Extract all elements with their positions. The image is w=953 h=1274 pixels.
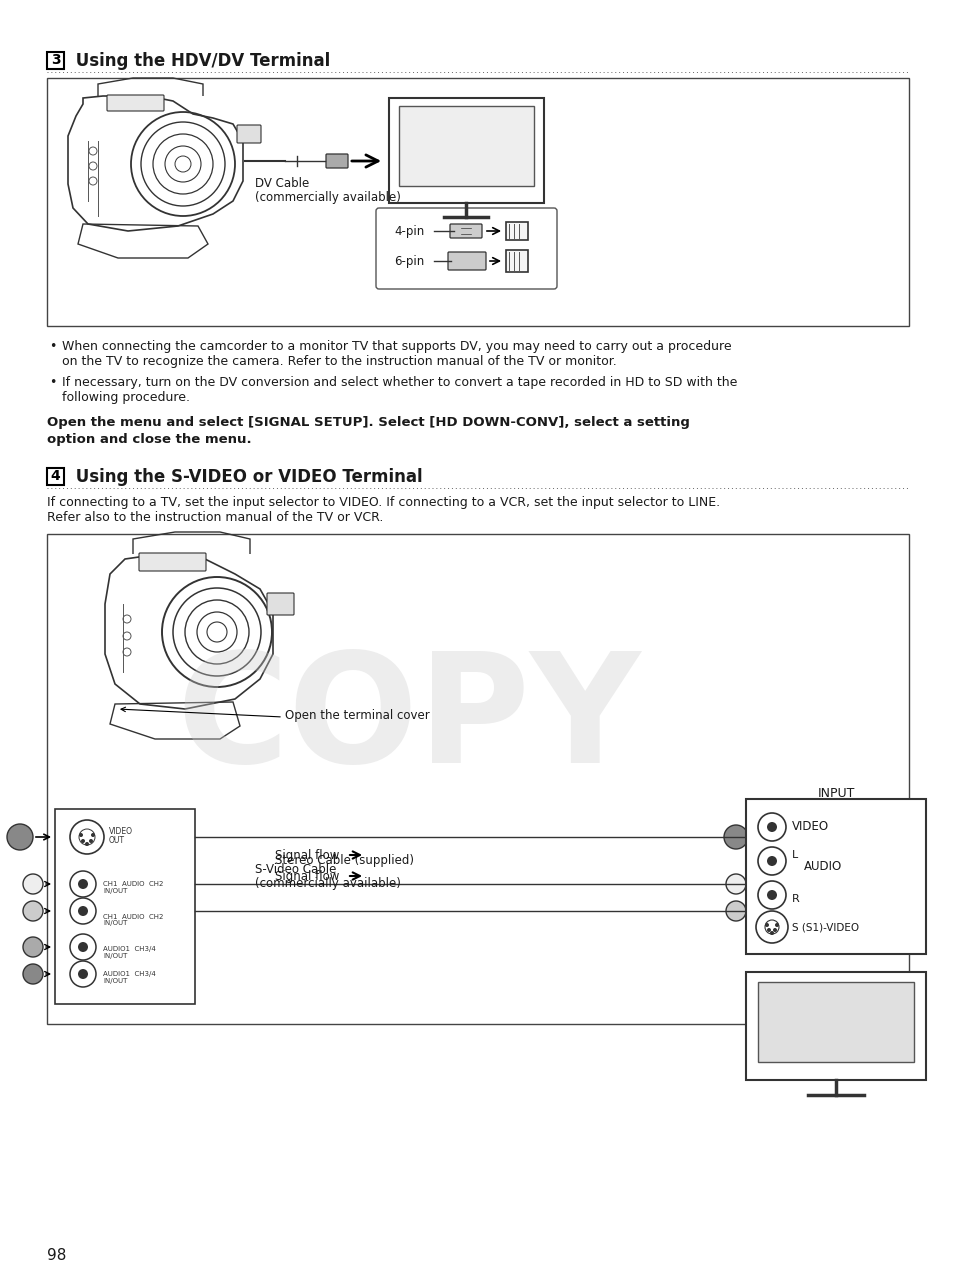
FancyBboxPatch shape (389, 98, 543, 203)
Circle shape (23, 964, 43, 984)
Text: AUDIO1  CH3/4: AUDIO1 CH3/4 (103, 971, 155, 977)
Circle shape (774, 922, 779, 927)
Text: DV Cable: DV Cable (254, 177, 309, 190)
FancyBboxPatch shape (745, 972, 925, 1080)
Circle shape (7, 824, 33, 850)
Text: COPY: COPY (176, 646, 640, 795)
Circle shape (23, 936, 43, 957)
FancyBboxPatch shape (758, 982, 913, 1063)
Text: 3: 3 (51, 54, 60, 68)
Text: (commercially available): (commercially available) (254, 191, 400, 204)
Text: on the TV to recognize the camera. Refer to the instruction manual of the TV or : on the TV to recognize the camera. Refer… (62, 355, 616, 368)
Text: option and close the menu.: option and close the menu. (47, 433, 252, 446)
Text: IN/OUT: IN/OUT (103, 920, 128, 926)
Text: •: • (49, 340, 56, 353)
FancyBboxPatch shape (47, 78, 908, 326)
Circle shape (766, 822, 776, 832)
Circle shape (79, 833, 83, 837)
Text: (commercially available): (commercially available) (254, 877, 400, 891)
Text: Using the HDV/DV Terminal: Using the HDV/DV Terminal (70, 51, 330, 70)
Text: Using the S-VIDEO or VIDEO Terminal: Using the S-VIDEO or VIDEO Terminal (70, 468, 422, 485)
Circle shape (772, 927, 776, 933)
FancyBboxPatch shape (745, 799, 925, 954)
FancyBboxPatch shape (505, 250, 527, 273)
Text: If connecting to a TV, set the input selector to VIDEO. If connecting to a VCR, : If connecting to a TV, set the input sel… (47, 496, 720, 510)
Circle shape (78, 906, 88, 916)
Text: IN/OUT: IN/OUT (103, 888, 128, 894)
Text: •: • (49, 376, 56, 389)
Circle shape (725, 874, 745, 894)
Text: AUDIO: AUDIO (803, 860, 841, 874)
Text: VIDEO: VIDEO (109, 827, 132, 836)
Text: If necessary, turn on the DV conversion and select whether to convert a tape rec: If necessary, turn on the DV conversion … (62, 376, 737, 389)
Text: R: R (791, 894, 799, 905)
Circle shape (85, 842, 89, 846)
Circle shape (23, 901, 43, 921)
Text: S-Video Cable: S-Video Cable (254, 862, 336, 877)
Text: CH1  AUDIO  CH2: CH1 AUDIO CH2 (103, 913, 163, 920)
Text: Open the terminal cover: Open the terminal cover (285, 710, 429, 722)
FancyBboxPatch shape (505, 222, 527, 240)
Text: S (S1)-VIDEO: S (S1)-VIDEO (791, 922, 859, 933)
Circle shape (764, 922, 768, 927)
Circle shape (23, 874, 43, 894)
FancyBboxPatch shape (326, 154, 348, 168)
Circle shape (91, 833, 95, 837)
Circle shape (78, 941, 88, 952)
FancyBboxPatch shape (375, 208, 557, 289)
Text: CH1  AUDIO  CH2: CH1 AUDIO CH2 (103, 882, 163, 887)
Circle shape (769, 931, 773, 935)
Text: Signal flow: Signal flow (274, 848, 339, 862)
Text: OUT: OUT (109, 836, 125, 845)
FancyBboxPatch shape (448, 252, 485, 270)
Text: IN/OUT: IN/OUT (103, 953, 128, 959)
Text: 6-pin: 6-pin (394, 255, 424, 268)
Text: INPUT: INPUT (817, 787, 854, 800)
FancyBboxPatch shape (398, 106, 534, 186)
FancyBboxPatch shape (107, 96, 164, 111)
Circle shape (725, 901, 745, 921)
Text: 4-pin: 4-pin (394, 224, 424, 237)
FancyBboxPatch shape (267, 592, 294, 615)
Text: following procedure.: following procedure. (62, 391, 190, 404)
Circle shape (723, 826, 747, 848)
Text: AUDIO1  CH3/4: AUDIO1 CH3/4 (103, 947, 155, 952)
FancyBboxPatch shape (450, 224, 481, 238)
Text: Signal flow: Signal flow (274, 870, 339, 883)
Text: Open the menu and select [SIGNAL SETUP]. Select [HD DOWN-CONV], select a setting: Open the menu and select [SIGNAL SETUP].… (47, 417, 689, 429)
Text: Stereo Cable (supplied): Stereo Cable (supplied) (274, 854, 414, 868)
Text: VIDEO: VIDEO (791, 820, 828, 833)
Circle shape (89, 840, 92, 843)
Circle shape (766, 856, 776, 866)
FancyBboxPatch shape (47, 468, 64, 485)
FancyBboxPatch shape (139, 553, 206, 571)
Text: L: L (791, 850, 798, 860)
FancyBboxPatch shape (47, 52, 64, 69)
FancyBboxPatch shape (55, 809, 194, 1004)
Circle shape (766, 927, 770, 933)
Text: Refer also to the instruction manual of the TV or VCR.: Refer also to the instruction manual of … (47, 511, 383, 524)
Circle shape (78, 970, 88, 978)
FancyBboxPatch shape (47, 534, 908, 1024)
Text: IN/OUT: IN/OUT (103, 978, 128, 984)
Circle shape (766, 891, 776, 899)
Circle shape (78, 879, 88, 889)
Text: 4: 4 (51, 470, 60, 484)
Text: When connecting the camcorder to a monitor TV that supports DV, you may need to : When connecting the camcorder to a monit… (62, 340, 731, 353)
Text: 98: 98 (47, 1249, 67, 1263)
FancyBboxPatch shape (236, 125, 261, 143)
Circle shape (81, 840, 85, 843)
